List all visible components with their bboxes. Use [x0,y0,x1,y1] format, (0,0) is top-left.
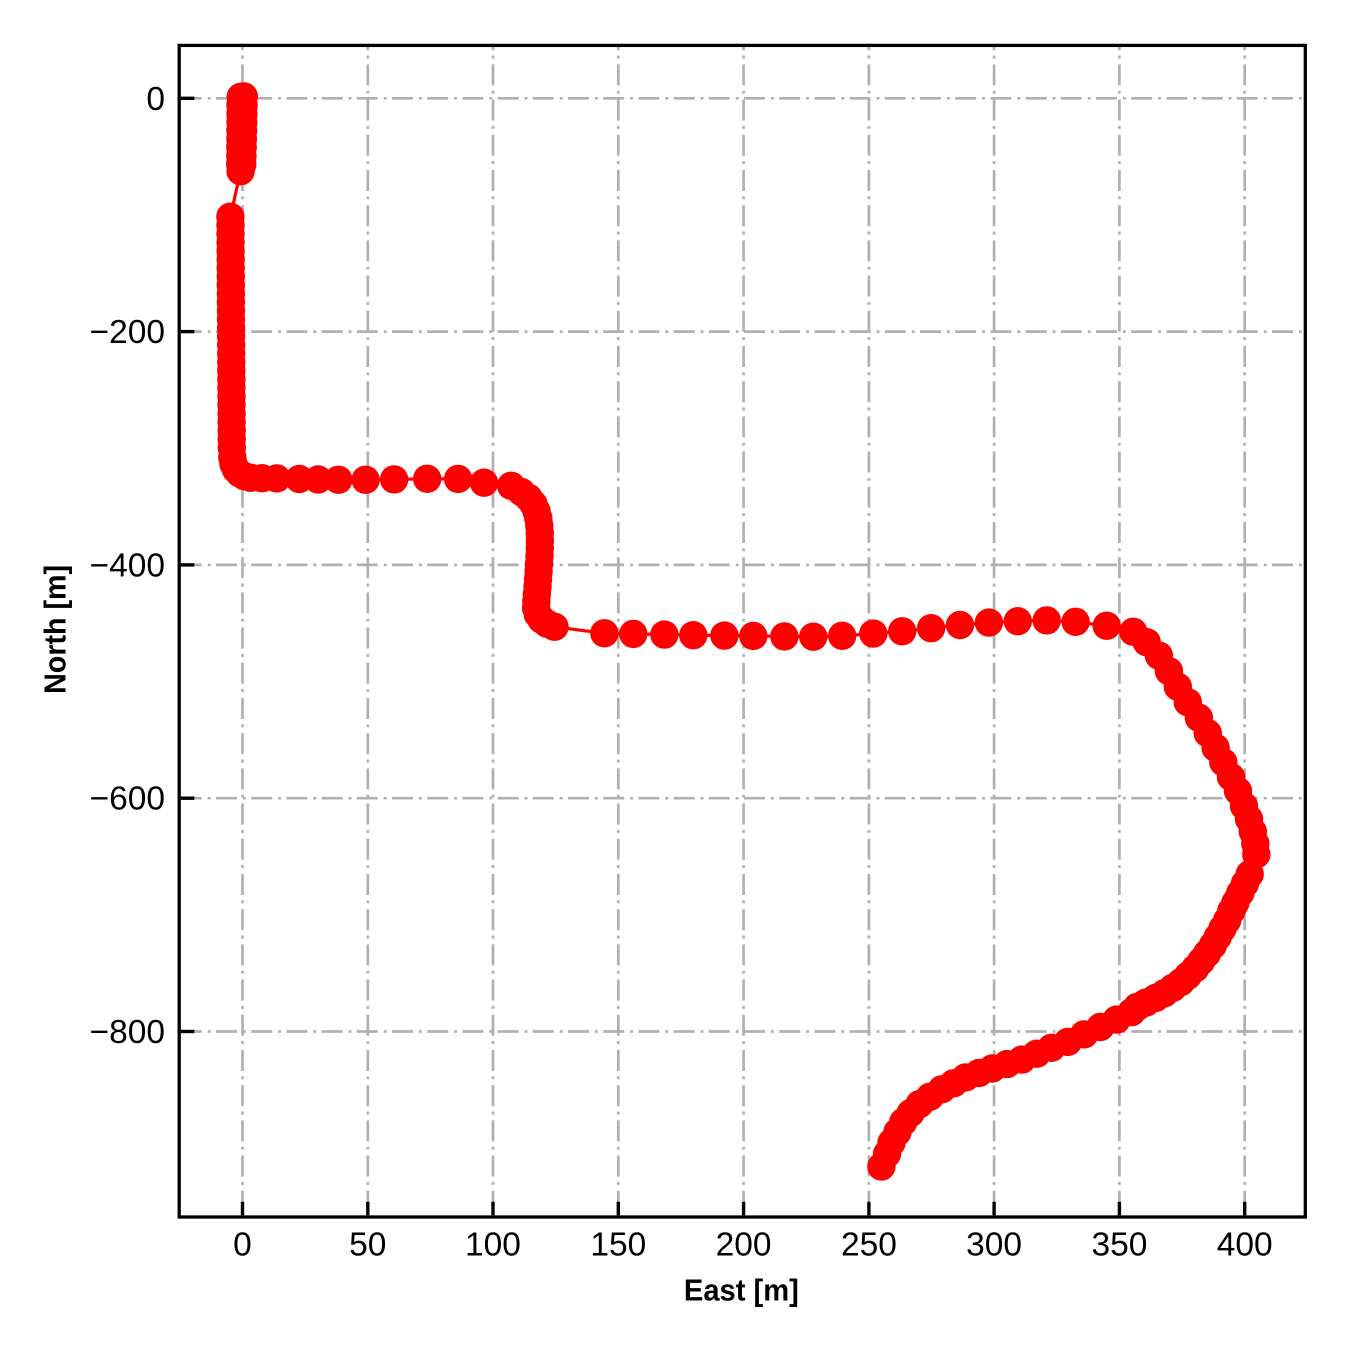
svg-text:300: 300 [966,1227,1022,1264]
svg-text:0: 0 [233,1227,252,1264]
svg-text:100: 100 [465,1227,521,1264]
svg-text:0: 0 [146,81,165,118]
svg-text:−400: −400 [90,547,165,584]
svg-text:−800: −800 [90,1014,165,1051]
svg-text:200: 200 [716,1227,772,1264]
svg-text:250: 250 [841,1227,897,1264]
svg-text:East [m]: East [m] [684,1273,799,1308]
svg-text:North [m]: North [m] [38,565,73,694]
svg-text:150: 150 [590,1227,646,1264]
svg-text:400: 400 [1217,1227,1273,1264]
svg-text:350: 350 [1091,1227,1147,1264]
svg-text:−600: −600 [90,781,165,818]
svg-text:−200: −200 [90,314,165,351]
svg-text:50: 50 [349,1227,386,1264]
